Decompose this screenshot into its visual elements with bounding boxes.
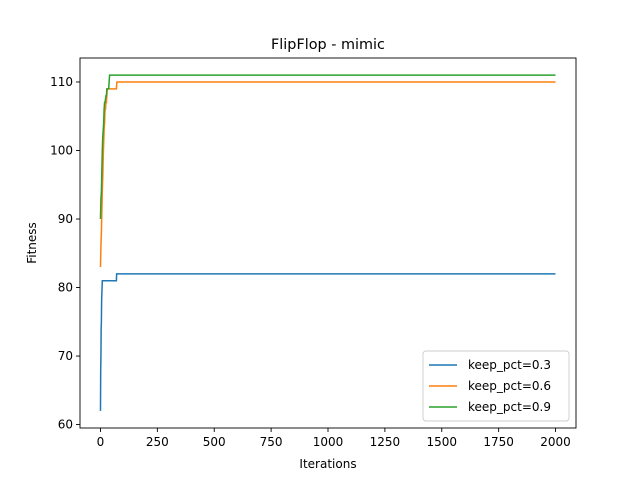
y-tick-label: 80 bbox=[58, 281, 73, 295]
legend-label: keep_pct=0.9 bbox=[468, 400, 551, 414]
x-tick-label: 250 bbox=[146, 435, 169, 449]
x-tick-label: 2000 bbox=[540, 435, 571, 449]
x-axis-label: Iterations bbox=[299, 457, 356, 471]
x-tick-label: 1250 bbox=[370, 435, 401, 449]
x-tick-label: 1000 bbox=[313, 435, 344, 449]
y-tick-label: 90 bbox=[58, 212, 73, 226]
x-tick-label: 1750 bbox=[483, 435, 514, 449]
y-axis-ticks: 60 70 80 90 100 110 bbox=[50, 75, 80, 432]
y-tick-label: 100 bbox=[50, 144, 73, 158]
legend-label: keep_pct=0.6 bbox=[468, 379, 551, 393]
y-axis-label: Fitness bbox=[25, 222, 39, 264]
chart-title: FlipFlop - mimic bbox=[271, 37, 385, 53]
x-tick-label: 0 bbox=[97, 435, 105, 449]
series-line-3 bbox=[99, 74, 556, 220]
x-tick-label: 750 bbox=[260, 435, 283, 449]
legend-label: keep_pct=0.3 bbox=[468, 358, 551, 372]
series-line-1 bbox=[99, 273, 556, 411]
plot-lines bbox=[99, 74, 556, 411]
y-tick-label: 70 bbox=[58, 349, 73, 363]
y-tick-label: 60 bbox=[58, 418, 73, 432]
legend: keep_pct=0.3 keep_pct=0.6 keep_pct=0.9 bbox=[422, 350, 570, 422]
x-tick-label: 500 bbox=[203, 435, 226, 449]
y-tick-label: 110 bbox=[50, 75, 73, 89]
x-axis-ticks: 0 250 500 750 1000 1250 1500 1750 2000 bbox=[97, 428, 571, 449]
legend-box bbox=[422, 350, 570, 422]
x-tick-label: 1500 bbox=[426, 435, 457, 449]
